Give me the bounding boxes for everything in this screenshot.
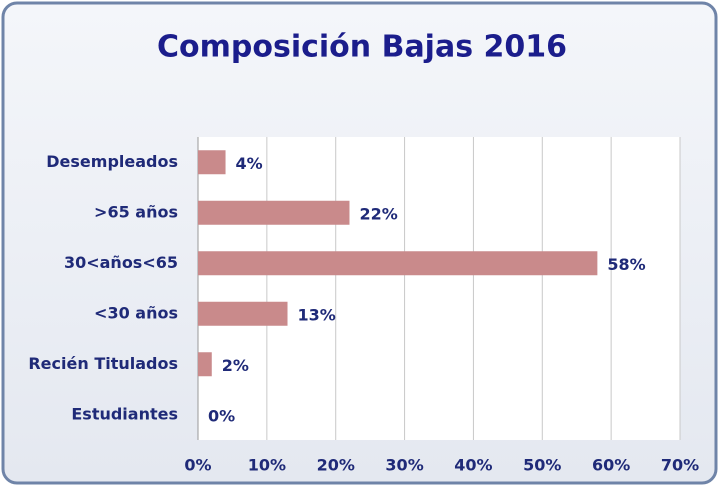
y-tick-label: 30<años<65 bbox=[64, 253, 178, 272]
y-tick-label: Recién Titulados bbox=[28, 354, 178, 373]
x-tick-label: 20% bbox=[317, 456, 355, 475]
plot-area bbox=[198, 137, 680, 440]
bar bbox=[198, 301, 288, 326]
data-label: 22% bbox=[359, 204, 397, 223]
x-tick-label: 30% bbox=[385, 456, 423, 475]
data-label: 2% bbox=[222, 356, 249, 375]
bar bbox=[198, 352, 212, 377]
x-tick-label: 60% bbox=[592, 456, 630, 475]
chart-title: Composición Bajas 2016 bbox=[157, 30, 567, 65]
bar bbox=[198, 251, 598, 276]
x-tick-label: 50% bbox=[523, 456, 561, 475]
x-tick-label: 70% bbox=[661, 456, 699, 475]
bar bbox=[198, 200, 350, 225]
data-label: 58% bbox=[607, 255, 645, 274]
data-label: 4% bbox=[236, 154, 263, 173]
y-tick-label: Desempleados bbox=[46, 152, 178, 171]
y-tick-label: Estudiantes bbox=[71, 404, 178, 423]
data-label: 0% bbox=[208, 406, 235, 425]
y-tick-label: >65 años bbox=[94, 202, 178, 221]
x-tick-label: 40% bbox=[454, 456, 492, 475]
y-tick-label: <30 años bbox=[94, 303, 178, 322]
bar bbox=[198, 150, 226, 175]
x-tick-label: 0% bbox=[184, 456, 211, 475]
x-tick-label: 10% bbox=[248, 456, 286, 475]
data-label: 13% bbox=[298, 305, 336, 324]
